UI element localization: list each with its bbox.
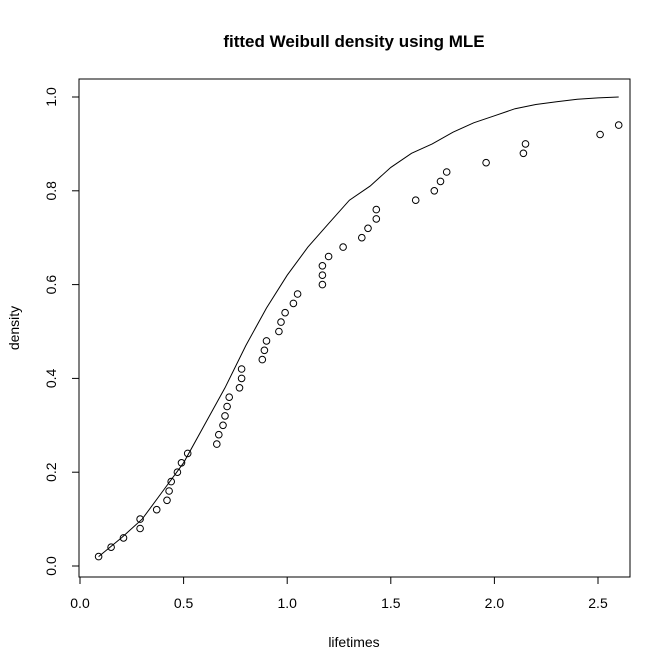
data-point [318,280,327,289]
data-point [275,327,283,336]
y-tick-label: 0.0 [43,556,59,576]
x-tick-label: 0.0 [70,595,90,611]
data-point [235,384,244,392]
y-tick-label: 0.8 [43,181,59,201]
data-point [215,430,223,439]
data-point [262,337,271,345]
data-point [482,158,490,167]
data-point [237,374,246,383]
y-tick-label: 0.2 [43,462,59,482]
data-point [177,459,186,467]
data-point [281,308,289,317]
data-point [372,205,381,214]
data-point [119,534,128,542]
data-point [237,365,246,373]
data-point [107,543,115,552]
data-point [225,393,233,402]
data-point [358,233,366,242]
x-tick-label: 2.0 [485,595,505,611]
data-point [364,224,372,233]
y-tick-label: 0.4 [43,368,59,388]
data-point [372,215,381,223]
data-point [318,262,327,270]
y-axis-label: density [6,306,22,350]
x-tick-label: 1.5 [381,595,401,611]
chart-title: fitted Weibull density using MLE [223,32,484,51]
x-axis: 0.0 0.5 1.0 1.5 2.0 2.5 [70,576,608,611]
y-axis: 0.0 0.2 0.4 0.6 0.8 1.0 [43,87,80,576]
data-point [213,440,221,448]
x-tick-label: 2.5 [588,595,608,611]
fitted-curve [98,96,619,557]
data-point [219,421,227,430]
data-point [430,187,439,195]
data-point [221,412,229,420]
data-point [521,140,530,148]
data-point [165,487,173,495]
data-point [436,177,445,186]
data-point [411,196,420,204]
plot-frame [78,78,631,578]
y-tick-label: 1.0 [43,87,59,107]
data-point [324,252,333,261]
data-point [289,299,298,308]
fitted-curve-group [98,96,619,557]
data-point [339,243,347,251]
data-point [183,449,192,458]
data-point [94,552,103,561]
x-axis-label: lifetimes [328,634,379,650]
data-points-group [94,121,623,561]
data-point [136,515,144,523]
data-point [293,290,302,298]
data-point [223,402,231,411]
y-tick-label: 0.6 [43,275,59,295]
data-point [152,505,161,514]
x-tick-label: 0.5 [174,595,194,611]
data-point [258,355,267,364]
data-point [173,468,182,477]
data-point [596,130,604,139]
data-point [318,271,327,280]
data-point [136,524,144,533]
data-point [614,121,623,129]
data-point [260,346,269,355]
data-point [167,477,175,486]
x-tick-label: 1.0 [277,595,297,611]
data-point [277,318,285,326]
data-point [442,168,451,176]
data-point [163,496,171,505]
data-point [519,149,528,158]
